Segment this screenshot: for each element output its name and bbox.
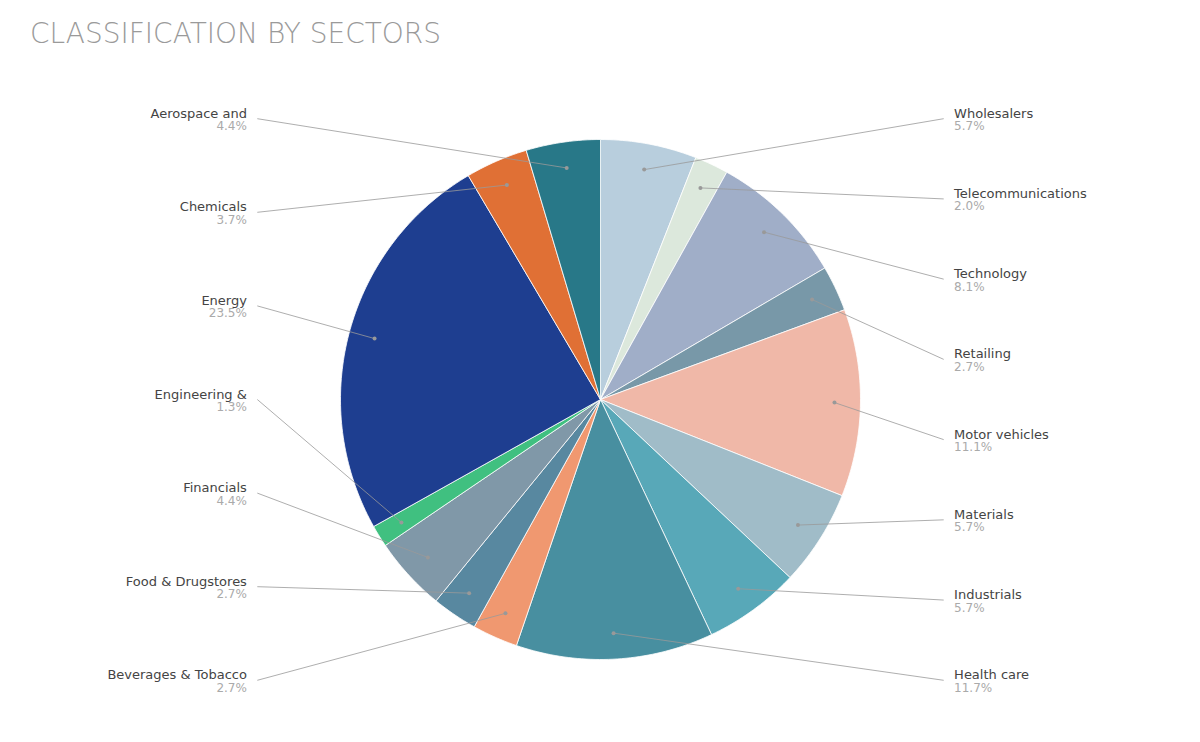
svg-text:5.7%: 5.7%: [954, 520, 985, 534]
svg-text:Financials: Financials: [183, 480, 247, 496]
svg-text:Materials: Materials: [954, 506, 1014, 522]
svg-text:4.4%: 4.4%: [216, 119, 247, 133]
svg-text:8.1%: 8.1%: [954, 280, 985, 294]
svg-text:Motor vehicles: Motor vehicles: [954, 426, 1049, 442]
svg-text:3.7%: 3.7%: [216, 213, 247, 227]
svg-text:23.5%: 23.5%: [209, 306, 247, 320]
svg-text:Beverages & Tobacco: Beverages & Tobacco: [107, 667, 247, 683]
svg-text:5.7%: 5.7%: [954, 601, 985, 615]
svg-text:2.7%: 2.7%: [216, 587, 247, 601]
svg-text:2.7%: 2.7%: [954, 360, 985, 374]
svg-text:11.7%: 11.7%: [954, 681, 992, 695]
svg-text:1.3%: 1.3%: [216, 400, 247, 414]
svg-text:Industrials: Industrials: [954, 587, 1022, 603]
html-text:CLASSIFICATION BY SECTORS: CLASSIFICATION BY SECTORS: [30, 17, 442, 50]
svg-text:Wholesalers: Wholesalers: [954, 105, 1034, 121]
svg-text:Health care: Health care: [954, 667, 1030, 683]
svg-text:Technology: Technology: [954, 266, 1027, 282]
svg-text:Food & Drugstores: Food & Drugstores: [125, 573, 247, 589]
svg-text:Aerospace and: Aerospace and: [150, 105, 247, 121]
svg-text:Chemicals: Chemicals: [179, 199, 247, 215]
svg-text:Telecommunications: Telecommunications: [954, 185, 1087, 201]
svg-text:Energy: Energy: [201, 292, 247, 308]
svg-text:4.4%: 4.4%: [216, 494, 247, 508]
svg-text:Engineering &: Engineering &: [154, 386, 247, 402]
svg-text:11.1%: 11.1%: [954, 440, 992, 454]
svg-text:5.7%: 5.7%: [954, 119, 985, 133]
svg-text:Retailing: Retailing: [954, 346, 1011, 362]
svg-text:2.0%: 2.0%: [954, 199, 985, 213]
svg-text:2.7%: 2.7%: [216, 681, 247, 695]
